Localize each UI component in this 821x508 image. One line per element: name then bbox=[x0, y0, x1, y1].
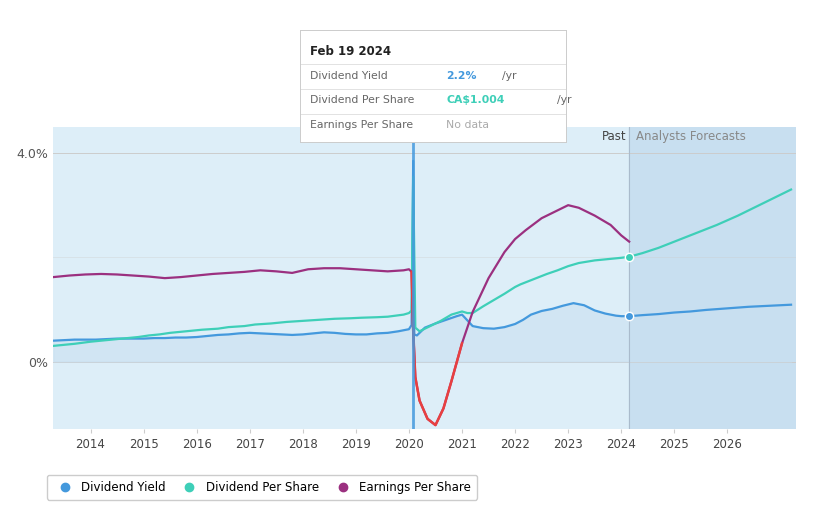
Text: No data: No data bbox=[447, 120, 489, 130]
Text: /yr: /yr bbox=[557, 96, 572, 105]
Text: Dividend Yield: Dividend Yield bbox=[310, 71, 388, 81]
Text: /yr: /yr bbox=[502, 71, 516, 81]
Text: Earnings Per Share: Earnings Per Share bbox=[310, 120, 414, 130]
Text: Dividend Per Share: Dividend Per Share bbox=[310, 96, 415, 105]
Text: Feb 19 2024: Feb 19 2024 bbox=[310, 45, 392, 58]
Bar bbox=[629, 127, 796, 429]
Text: 2.2%: 2.2% bbox=[447, 71, 477, 81]
Bar bbox=[53, 127, 629, 429]
Text: CA$1.004: CA$1.004 bbox=[447, 96, 505, 105]
Text: Past: Past bbox=[602, 130, 626, 143]
Legend: Dividend Yield, Dividend Per Share, Earnings Per Share: Dividend Yield, Dividend Per Share, Earn… bbox=[47, 475, 477, 499]
Text: Analysts Forecasts: Analysts Forecasts bbox=[635, 130, 745, 143]
